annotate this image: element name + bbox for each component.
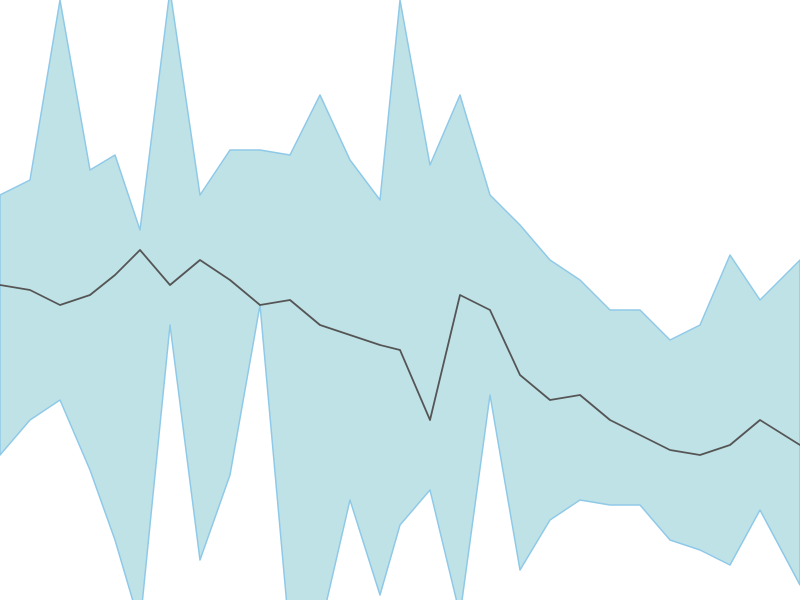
band-line-chart — [0, 0, 800, 600]
